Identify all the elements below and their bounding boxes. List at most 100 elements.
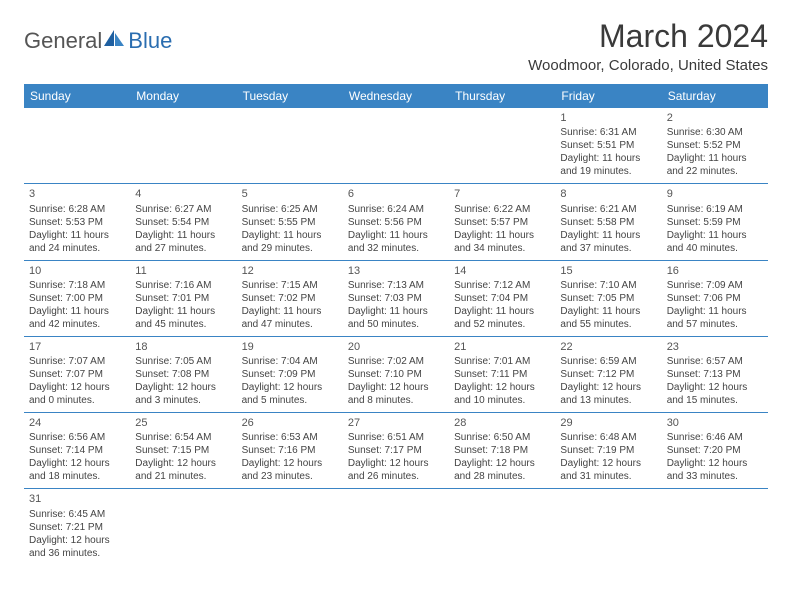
day-number: 25: [135, 416, 231, 430]
day-detail: Sunrise: 6:31 AM: [560, 126, 656, 139]
day-detail: Daylight: 11 hours: [454, 229, 550, 242]
day-detail: Sunset: 7:09 PM: [242, 368, 338, 381]
calendar-cell-empty: [662, 489, 768, 565]
day-number: 23: [667, 340, 763, 354]
day-detail: Sunrise: 6:27 AM: [135, 203, 231, 216]
day-detail: and 26 minutes.: [348, 470, 444, 483]
weekday-header: Sunday: [24, 84, 130, 108]
day-detail: and 55 minutes.: [560, 318, 656, 331]
day-detail: Daylight: 11 hours: [454, 305, 550, 318]
day-detail: and 22 minutes.: [667, 165, 763, 178]
day-detail: Daylight: 12 hours: [560, 457, 656, 470]
calendar-cell: 24Sunrise: 6:56 AMSunset: 7:14 PMDayligh…: [24, 413, 130, 489]
day-number: 30: [667, 416, 763, 430]
day-detail: and 8 minutes.: [348, 394, 444, 407]
logo: General Blue: [24, 18, 172, 54]
calendar-cell: 2Sunrise: 6:30 AMSunset: 5:52 PMDaylight…: [662, 108, 768, 184]
day-detail: and 36 minutes.: [29, 547, 125, 560]
day-detail: Sunrise: 6:21 AM: [560, 203, 656, 216]
day-detail: Daylight: 12 hours: [454, 457, 550, 470]
day-number: 28: [454, 416, 550, 430]
logo-sail-icon: [104, 28, 126, 54]
day-number: 5: [242, 187, 338, 201]
day-number: 18: [135, 340, 231, 354]
day-detail: Daylight: 11 hours: [667, 152, 763, 165]
day-detail: Sunrise: 6:50 AM: [454, 431, 550, 444]
day-detail: and 37 minutes.: [560, 242, 656, 255]
day-detail: Daylight: 11 hours: [560, 305, 656, 318]
day-detail: Sunrise: 6:48 AM: [560, 431, 656, 444]
day-number: 7: [454, 187, 550, 201]
title-block: March 2024 Woodmoor, Colorado, United St…: [528, 18, 768, 80]
day-detail: and 40 minutes.: [667, 242, 763, 255]
day-detail: and 32 minutes.: [348, 242, 444, 255]
calendar-cell: 26Sunrise: 6:53 AMSunset: 7:16 PMDayligh…: [237, 413, 343, 489]
day-number: 13: [348, 264, 444, 278]
day-detail: and 23 minutes.: [242, 470, 338, 483]
day-detail: Sunrise: 6:57 AM: [667, 355, 763, 368]
day-number: 11: [135, 264, 231, 278]
header: General Blue March 2024 Woodmoor, Colora…: [24, 18, 768, 80]
day-detail: Daylight: 11 hours: [667, 305, 763, 318]
calendar-cell: 20Sunrise: 7:02 AMSunset: 7:10 PMDayligh…: [343, 336, 449, 412]
day-detail: Sunset: 7:16 PM: [242, 444, 338, 457]
day-detail: Sunset: 5:53 PM: [29, 216, 125, 229]
day-detail: Sunset: 5:59 PM: [667, 216, 763, 229]
day-detail: and 13 minutes.: [560, 394, 656, 407]
day-number: 27: [348, 416, 444, 430]
day-detail: Daylight: 12 hours: [135, 457, 231, 470]
day-detail: Sunrise: 6:28 AM: [29, 203, 125, 216]
calendar-cell: 6Sunrise: 6:24 AMSunset: 5:56 PMDaylight…: [343, 184, 449, 260]
day-number: 19: [242, 340, 338, 354]
calendar-cell: 19Sunrise: 7:04 AMSunset: 7:09 PMDayligh…: [237, 336, 343, 412]
day-detail: Daylight: 11 hours: [560, 229, 656, 242]
calendar-head: SundayMondayTuesdayWednesdayThursdayFrid…: [24, 84, 768, 108]
day-number: 31: [29, 492, 125, 506]
day-detail: and 0 minutes.: [29, 394, 125, 407]
day-detail: Sunset: 7:06 PM: [667, 292, 763, 305]
calendar-cell: 23Sunrise: 6:57 AMSunset: 7:13 PMDayligh…: [662, 336, 768, 412]
calendar-cell: 27Sunrise: 6:51 AMSunset: 7:17 PMDayligh…: [343, 413, 449, 489]
calendar-cell: 15Sunrise: 7:10 AMSunset: 7:05 PMDayligh…: [555, 260, 661, 336]
day-detail: Sunrise: 7:13 AM: [348, 279, 444, 292]
calendar: SundayMondayTuesdayWednesdayThursdayFrid…: [24, 84, 768, 565]
day-detail: and 45 minutes.: [135, 318, 231, 331]
day-detail: Sunrise: 7:05 AM: [135, 355, 231, 368]
day-detail: Daylight: 12 hours: [242, 457, 338, 470]
day-detail: and 10 minutes.: [454, 394, 550, 407]
day-detail: Sunrise: 6:56 AM: [29, 431, 125, 444]
day-detail: Daylight: 11 hours: [29, 305, 125, 318]
day-number: 4: [135, 187, 231, 201]
day-detail: Daylight: 12 hours: [454, 381, 550, 394]
day-detail: Sunrise: 7:09 AM: [667, 279, 763, 292]
day-number: 24: [29, 416, 125, 430]
day-detail: Sunset: 7:01 PM: [135, 292, 231, 305]
day-number: 9: [667, 187, 763, 201]
weekday-header: Saturday: [662, 84, 768, 108]
day-detail: Daylight: 11 hours: [348, 305, 444, 318]
day-detail: Sunset: 7:03 PM: [348, 292, 444, 305]
calendar-cell: 29Sunrise: 6:48 AMSunset: 7:19 PMDayligh…: [555, 413, 661, 489]
calendar-cell: 5Sunrise: 6:25 AMSunset: 5:55 PMDaylight…: [237, 184, 343, 260]
calendar-cell: 17Sunrise: 7:07 AMSunset: 7:07 PMDayligh…: [24, 336, 130, 412]
day-detail: Sunset: 7:18 PM: [454, 444, 550, 457]
day-detail: Sunset: 7:21 PM: [29, 521, 125, 534]
day-detail: Daylight: 12 hours: [29, 381, 125, 394]
day-detail: Daylight: 11 hours: [560, 152, 656, 165]
calendar-cell: 13Sunrise: 7:13 AMSunset: 7:03 PMDayligh…: [343, 260, 449, 336]
calendar-row: 17Sunrise: 7:07 AMSunset: 7:07 PMDayligh…: [24, 336, 768, 412]
day-detail: Sunset: 7:15 PM: [135, 444, 231, 457]
day-number: 16: [667, 264, 763, 278]
calendar-cell-empty: [449, 108, 555, 184]
day-detail: Sunset: 7:10 PM: [348, 368, 444, 381]
calendar-cell: 31Sunrise: 6:45 AMSunset: 7:21 PMDayligh…: [24, 489, 130, 565]
day-detail: and 47 minutes.: [242, 318, 338, 331]
day-detail: Sunrise: 7:04 AM: [242, 355, 338, 368]
day-detail: and 29 minutes.: [242, 242, 338, 255]
calendar-cell-empty: [237, 489, 343, 565]
day-detail: Sunset: 7:07 PM: [29, 368, 125, 381]
day-detail: Sunset: 7:20 PM: [667, 444, 763, 457]
day-number: 21: [454, 340, 550, 354]
day-number: 1: [560, 111, 656, 125]
day-detail: Daylight: 11 hours: [242, 229, 338, 242]
